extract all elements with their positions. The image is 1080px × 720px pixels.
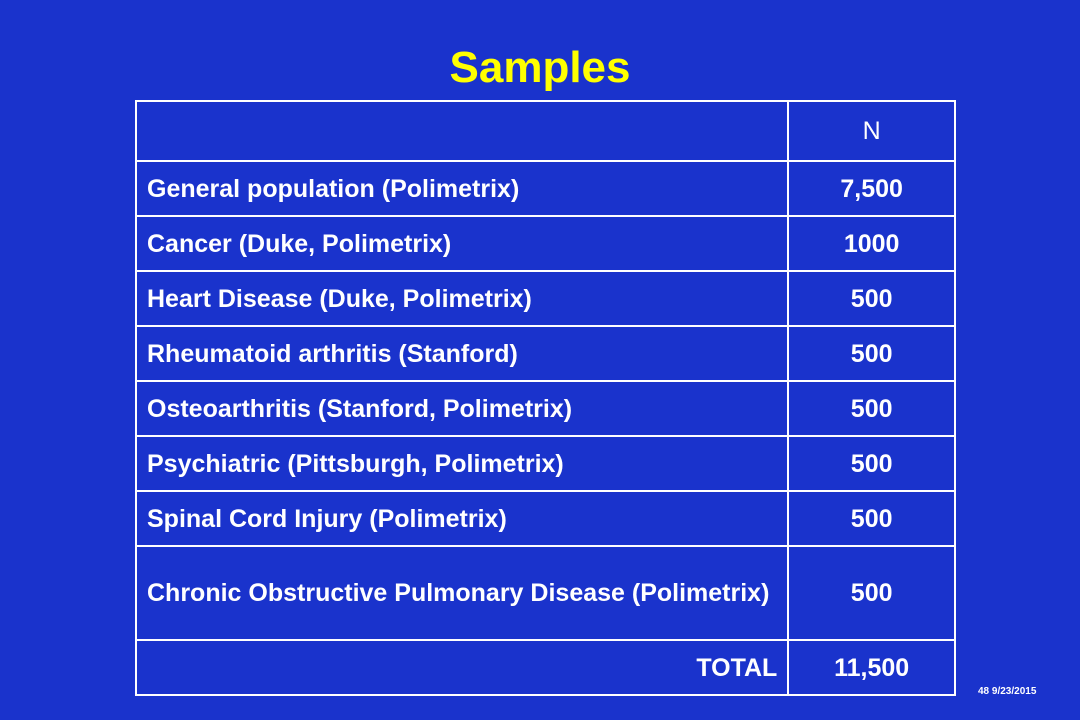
- row-label: Osteoarthritis (Stanford, Polimetrix): [134, 380, 790, 437]
- table-header-row: N: [134, 100, 956, 162]
- row-n: 500: [787, 380, 956, 437]
- samples-table: N General population (Polimetrix) 7,500 …: [134, 100, 956, 696]
- row-n: 7,500: [787, 160, 956, 217]
- row-n: 500: [787, 270, 956, 327]
- slide-footer: 48 9/23/2015: [978, 686, 1037, 697]
- table-row: Osteoarthritis (Stanford, Polimetrix) 50…: [134, 380, 956, 437]
- table-total-row: TOTAL 11,500: [134, 639, 956, 696]
- row-label: Cancer (Duke, Polimetrix): [134, 215, 790, 272]
- header-label-cell: [134, 100, 790, 162]
- total-n: 11,500: [787, 639, 956, 696]
- row-n: 500: [787, 490, 956, 547]
- total-label: TOTAL: [134, 639, 790, 696]
- row-label: Heart Disease (Duke, Polimetrix): [134, 270, 790, 327]
- table-row: Spinal Cord Injury (Polimetrix) 500: [134, 490, 956, 547]
- table-row: Heart Disease (Duke, Polimetrix) 500: [134, 270, 956, 327]
- row-n: 500: [787, 325, 956, 382]
- table-row: Chronic Obstructive Pulmonary Disease (P…: [134, 545, 956, 641]
- header-n-cell: N: [787, 100, 956, 162]
- row-n: 500: [787, 435, 956, 492]
- table-row: Rheumatoid arthritis (Stanford) 500: [134, 325, 956, 382]
- table-row: Cancer (Duke, Polimetrix) 1000: [134, 215, 956, 272]
- table-row: General population (Polimetrix) 7,500: [134, 160, 956, 217]
- row-n: 1000: [787, 215, 956, 272]
- slide-title: Samples: [449, 43, 631, 92]
- row-label: Spinal Cord Injury (Polimetrix): [134, 490, 790, 547]
- row-label: Chronic Obstructive Pulmonary Disease (P…: [134, 545, 790, 641]
- row-n: 500: [787, 545, 956, 641]
- row-label: Rheumatoid arthritis (Stanford): [134, 325, 790, 382]
- row-label: Psychiatric (Pittsburgh, Polimetrix): [134, 435, 790, 492]
- row-label: General population (Polimetrix): [134, 160, 790, 217]
- table-row: Psychiatric (Pittsburgh, Polimetrix) 500: [134, 435, 956, 492]
